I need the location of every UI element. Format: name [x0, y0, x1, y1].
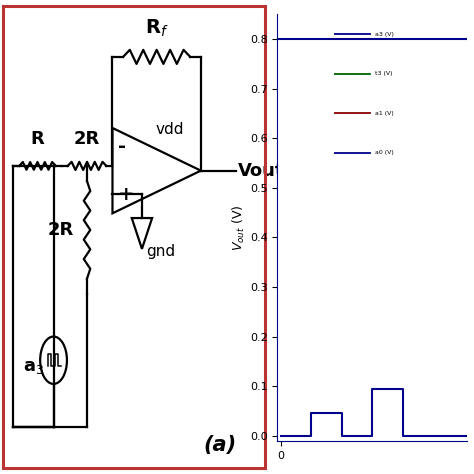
- Text: +: +: [118, 185, 135, 204]
- Text: a$_3$: a$_3$: [23, 358, 44, 376]
- Text: Vout: Vout: [238, 162, 285, 180]
- Text: R$_f$: R$_f$: [145, 18, 169, 39]
- Y-axis label: $V_{out}$ (V): $V_{out}$ (V): [231, 204, 247, 251]
- Text: (a): (a): [203, 435, 236, 455]
- Text: vdd: vdd: [156, 122, 184, 137]
- Text: 2R: 2R: [47, 221, 73, 239]
- Text: -: -: [118, 137, 127, 156]
- Text: R: R: [31, 130, 45, 148]
- Text: gnd: gnd: [146, 244, 175, 259]
- Text: 2R: 2R: [74, 130, 100, 148]
